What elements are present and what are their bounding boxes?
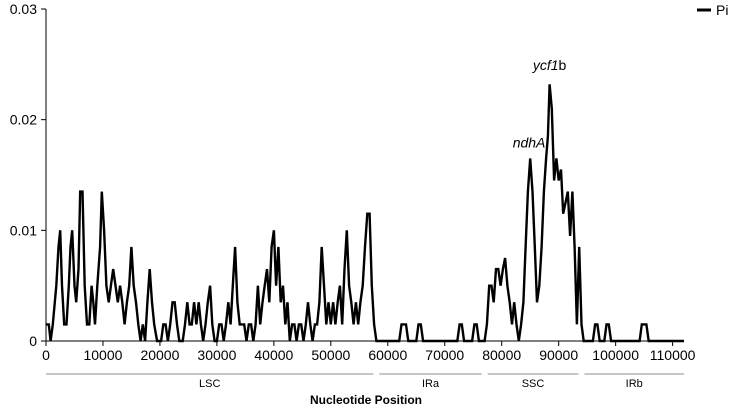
x-tick-label: 20000 <box>140 347 179 363</box>
x-tick-label: 100000 <box>592 347 639 363</box>
series-layer <box>46 84 684 343</box>
x-tick-label: 90000 <box>539 347 578 363</box>
y-tick-label: 0 <box>29 333 37 349</box>
region-label-lsc: LSC <box>199 378 220 390</box>
x-tick-label: 110000 <box>650 347 696 363</box>
legend-label: Pi <box>716 2 728 18</box>
legend: Pi <box>697 2 728 18</box>
x-tick-label: 60000 <box>368 347 407 363</box>
x-tick-label: 0 <box>42 347 50 363</box>
x-axis-title: Nucleotide Position <box>310 393 422 407</box>
region-label-ssc: SSC <box>522 378 545 390</box>
gene-annotation-ycf1b: ycf1b <box>532 57 567 73</box>
x-tick-label: 50000 <box>311 347 350 363</box>
gene-annotation-ndha: ndhA <box>513 134 546 150</box>
y-tick-label: 0.02 <box>10 112 37 128</box>
genome-regions: LSC IRa SSC IRb <box>46 373 684 390</box>
axes: 0 0.01 0.02 0.03 0 10000 20000 30000 40000 50000 6… <box>10 1 696 363</box>
pi-series-line <box>46 84 684 343</box>
x-tick-label: 30000 <box>197 347 236 363</box>
region-label-irb: IRb <box>626 378 643 390</box>
x-tick-label: 40000 <box>254 347 293 363</box>
x-tick-label: 70000 <box>425 347 464 363</box>
y-tick-label: 0.03 <box>10 1 37 17</box>
y-tick-label: 0.01 <box>10 222 37 238</box>
region-label-ira: IRa <box>422 378 440 390</box>
x-tick-label: 10000 <box>83 347 122 363</box>
annotations: ycf1b ndhA <box>513 57 567 150</box>
x-tick-label: 80000 <box>482 347 521 363</box>
